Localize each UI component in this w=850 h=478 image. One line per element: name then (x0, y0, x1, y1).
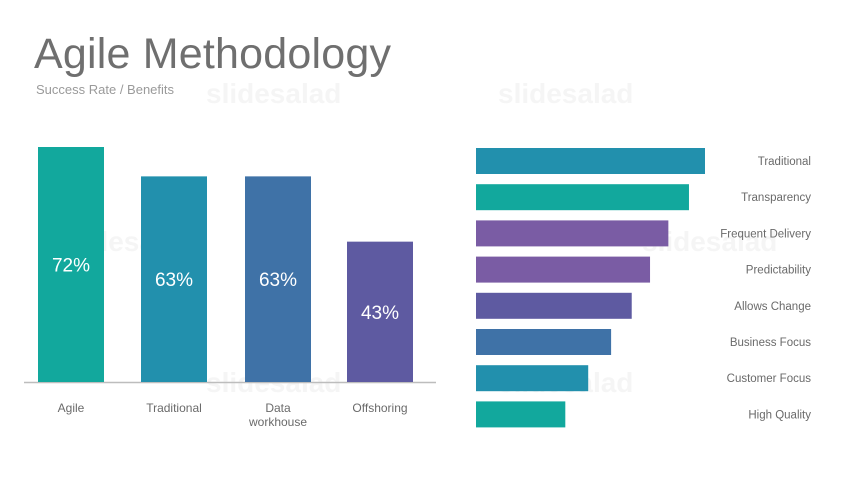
hbar-label-1: Traditional (758, 156, 811, 168)
category-label-1: Agile (58, 401, 85, 415)
hbar-6 (476, 329, 612, 355)
data-label-2: 63% (155, 270, 193, 291)
data-label-1: 72% (52, 256, 90, 277)
page-subtitle: Success Rate / Benefits (36, 82, 175, 97)
category-label-3: Data (265, 401, 291, 415)
hbar-label-3: Frequent Delivery (720, 228, 811, 240)
hbar-1 (476, 148, 705, 174)
bar-1 (38, 147, 104, 382)
hbar-5 (476, 292, 632, 319)
hbar-label-4: Predictability (746, 265, 811, 277)
category-label-4: Offshoring (352, 401, 407, 415)
hbar-4 (476, 256, 651, 283)
hbar-label-6: Business Focus (730, 337, 811, 349)
category-label-3: workhouse (248, 415, 307, 429)
bar-2 (141, 176, 207, 382)
page-title: Agile Methodology (34, 30, 392, 78)
data-label-4: 43% (361, 303, 399, 324)
hbar-label-5: Allows Change (734, 301, 811, 313)
bar-4 (347, 241, 413, 382)
category-label-2: Traditional (146, 401, 202, 415)
hbar-7 (476, 365, 589, 392)
hbar-label-2: Transparency (741, 192, 811, 204)
hbar-label-8: High Quality (748, 409, 811, 421)
hbar-label-7: Customer Focus (727, 373, 812, 385)
data-label-3: 63% (259, 270, 297, 291)
hbar-8 (476, 401, 566, 428)
hbar-3 (476, 220, 669, 247)
bar-3 (245, 176, 311, 382)
hbar-2 (476, 184, 689, 211)
